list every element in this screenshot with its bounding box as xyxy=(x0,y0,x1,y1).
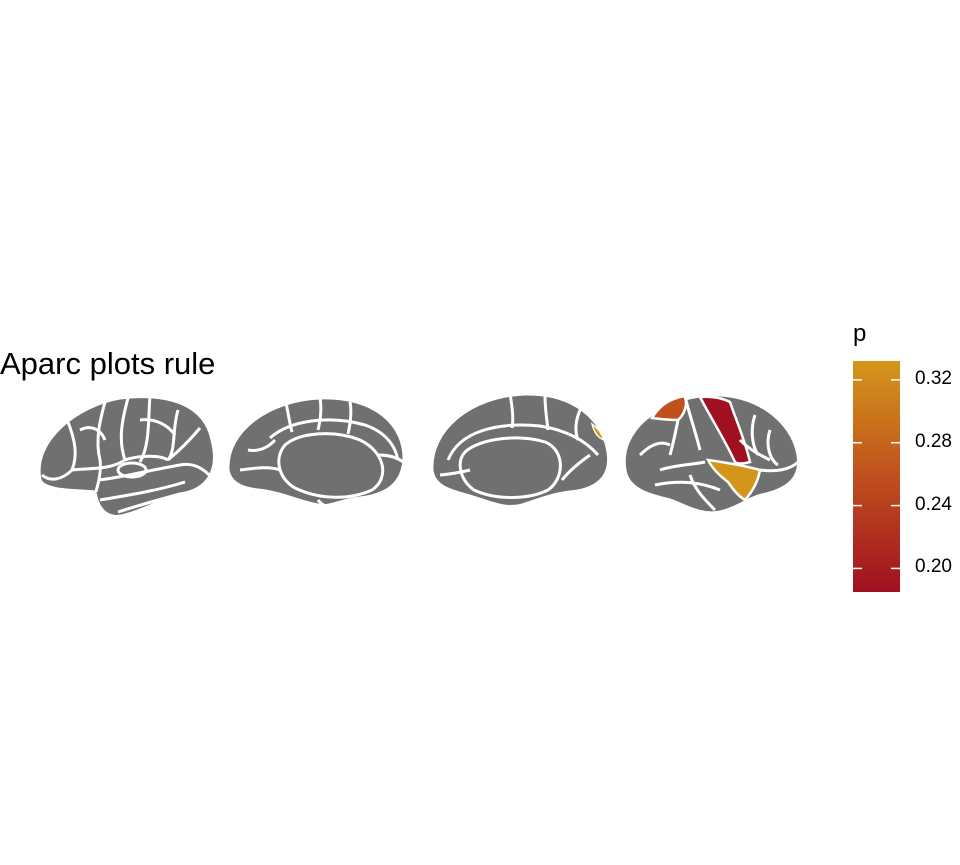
right-medial-hemisphere xyxy=(430,392,611,509)
colorbar xyxy=(853,361,900,592)
right-lateral-hemisphere xyxy=(622,393,801,515)
colorbar-tick-label: 0.24 xyxy=(915,493,952,515)
colorbar-tick-label: 0.32 xyxy=(915,367,952,389)
left-medial-hemisphere xyxy=(226,396,406,508)
left-lateral-hemisphere xyxy=(37,394,216,518)
highlighted-region-yellow xyxy=(705,458,762,502)
highlighted-region-medial xyxy=(590,422,606,442)
colorbar-tick-label: 0.28 xyxy=(915,430,952,452)
highlighted-region-orange xyxy=(649,394,688,422)
legend-title: p xyxy=(853,320,867,347)
chart-title: Aparc plots rule xyxy=(0,346,216,381)
highlighted-region-red xyxy=(698,395,752,465)
colorbar-tick-label: 0.20 xyxy=(915,556,952,578)
